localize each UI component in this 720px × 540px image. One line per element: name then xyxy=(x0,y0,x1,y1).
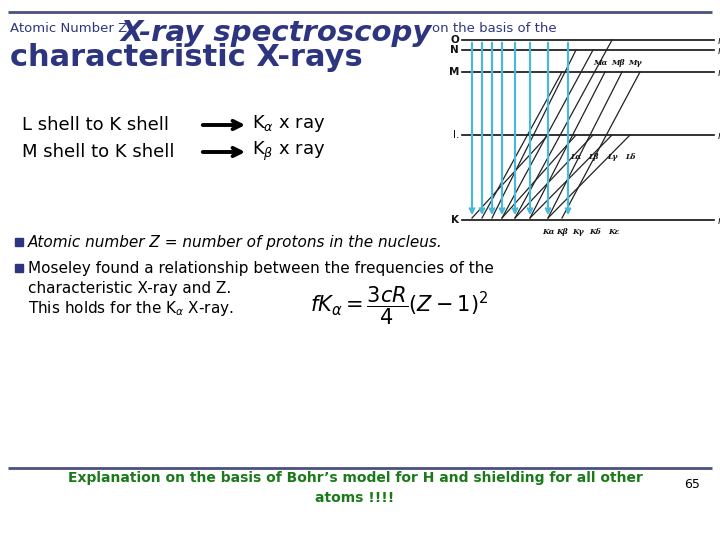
Text: Lδ: Lδ xyxy=(625,153,635,161)
Text: Kε: Kε xyxy=(608,228,620,236)
Text: $fK_{\alpha} = \dfrac{3cR}{4}(Z-1)^{2}$: $fK_{\alpha} = \dfrac{3cR}{4}(Z-1)^{2}$ xyxy=(310,285,488,327)
Text: Lγ: Lγ xyxy=(607,153,617,161)
Text: Mγ: Mγ xyxy=(629,59,642,67)
Text: O: O xyxy=(450,35,459,45)
Text: $n=5$: $n=5$ xyxy=(717,34,720,46)
Text: N: N xyxy=(450,45,459,55)
Text: Mβ: Mβ xyxy=(611,59,625,67)
Text: This holds for the K$_\alpha$ X-ray.: This holds for the K$_\alpha$ X-ray. xyxy=(28,299,234,318)
Text: $n-1$: $n-1$ xyxy=(717,214,720,226)
Text: Lα: Lα xyxy=(570,153,582,161)
Text: Mα: Mα xyxy=(593,59,607,67)
Text: Kδ: Kδ xyxy=(589,228,601,236)
Text: K$_\alpha$ x ray: K$_\alpha$ x ray xyxy=(252,113,325,134)
Text: M: M xyxy=(449,67,459,77)
Text: I.: I. xyxy=(453,130,459,140)
Text: K: K xyxy=(451,215,459,225)
Text: Kα: Kα xyxy=(541,228,554,236)
Text: characteristic X-rays: characteristic X-rays xyxy=(10,43,363,72)
Text: $n=4$: $n=4$ xyxy=(717,44,720,56)
Text: $n=2$: $n=2$ xyxy=(717,129,720,141)
Text: Atomic number Z = number of protons in the nucleus.: Atomic number Z = number of protons in t… xyxy=(28,234,443,249)
Text: X-ray spectroscopy: X-ray spectroscopy xyxy=(120,19,431,47)
Text: Atomic Number Z,: Atomic Number Z, xyxy=(10,22,131,35)
Text: L shell to K shell: L shell to K shell xyxy=(22,116,169,134)
Text: characteristic X-ray and Z.: characteristic X-ray and Z. xyxy=(28,280,231,295)
Text: Kγ: Kγ xyxy=(572,228,584,236)
Text: Moseley found a relationship between the frequencies of the: Moseley found a relationship between the… xyxy=(28,260,494,275)
Text: K$_\beta$ x ray: K$_\beta$ x ray xyxy=(252,139,325,163)
Text: $n=3$: $n=3$ xyxy=(717,66,720,78)
Bar xyxy=(15,238,23,246)
Text: M shell to K shell: M shell to K shell xyxy=(22,143,174,161)
Text: on the basis of the: on the basis of the xyxy=(432,22,557,35)
Text: Lβ: Lβ xyxy=(588,153,598,161)
Text: Explanation on the basis of Bohr’s model for H and shielding for all other
atoms: Explanation on the basis of Bohr’s model… xyxy=(68,471,642,505)
Text: Kβ: Kβ xyxy=(556,228,568,236)
Text: 65: 65 xyxy=(684,478,700,491)
Bar xyxy=(15,264,23,272)
